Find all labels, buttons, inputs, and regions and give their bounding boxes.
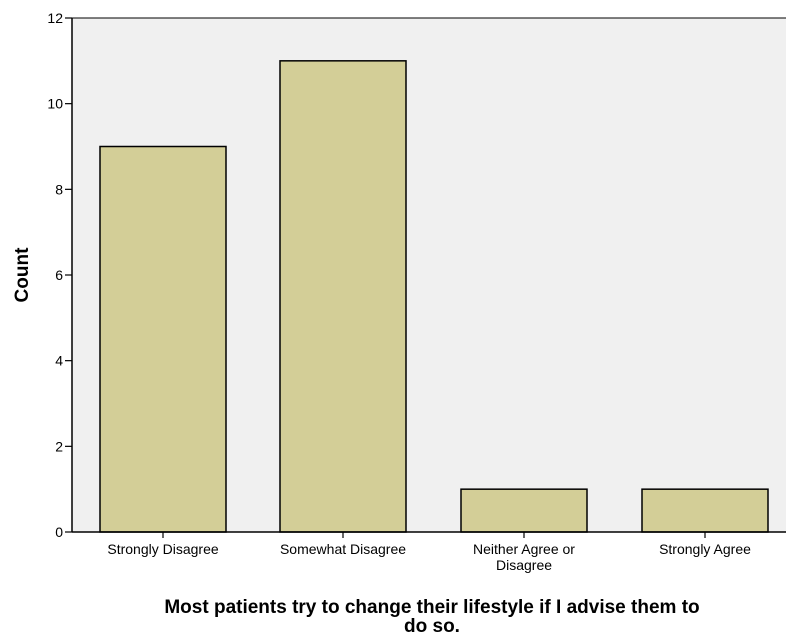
x-category-label-1-line-0: Somewhat Disagree [280,541,406,557]
y-axis-label: Count [12,247,33,303]
x-category-label-1: Somewhat Disagree [280,541,406,557]
bar-0 [99,145,227,533]
y-tick-label-3: 6 [55,267,63,283]
x-category-label-0-line-0: Strongly Disagree [107,541,218,557]
bar-2 [460,488,588,533]
x-category-labels-group: Strongly Disagree Somewhat Disagree Neithe… [107,532,751,573]
bar-1 [279,60,407,533]
y-tick-label-2: 4 [55,353,63,369]
x-category-label-2: Neither Agree or Disagree [473,541,575,573]
x-axis-label-line-0: Most patients try to change their lifest… [164,597,699,618]
y-tick-label-1: 2 [55,438,63,454]
x-category-label-2-line-0: Neither Agree or [473,541,575,557]
x-category-label-0: Strongly Disagree [107,541,218,557]
y-tick-label-5: 10 [47,96,63,112]
y-ticks-group: 0 2 4 6 8 10 12 [47,10,72,540]
y-tick-label-6: 12 [47,10,63,26]
x-category-label-3: Strongly Agree [659,541,751,557]
bars-group [99,60,769,533]
x-category-label-3-line-0: Strongly Agree [659,541,751,557]
bar-3 [641,488,769,533]
x-category-label-2-line-1: Disagree [496,557,552,573]
x-axis-label-line-1: do so. [404,616,460,636]
y-tick-label-4: 8 [55,181,63,197]
y-tick-label-0: 0 [55,524,63,540]
x-axis-label: Most patients try to change their lifest… [164,597,699,636]
